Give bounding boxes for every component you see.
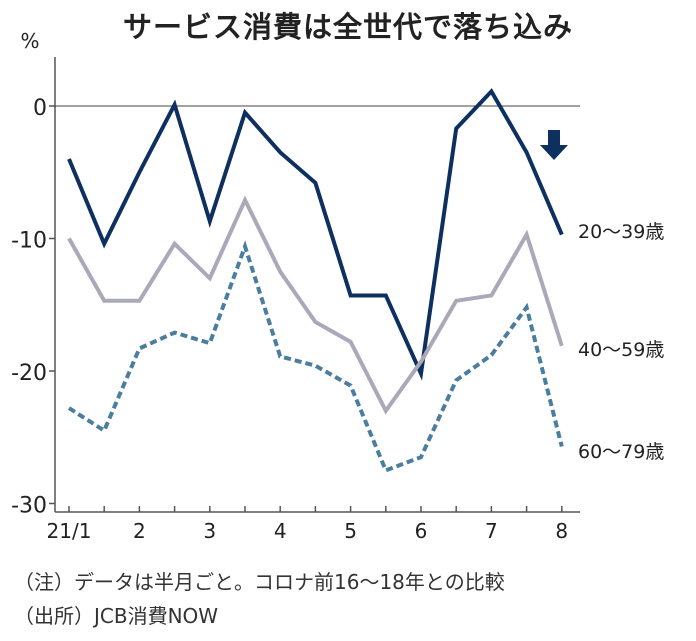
series-line-1 [67, 195, 564, 415]
series-line-0 [67, 88, 564, 381]
y-tick-label: 0 [33, 96, 47, 121]
x-tick-label: 8 [555, 519, 568, 543]
x-tick-label: 3 [203, 519, 216, 543]
down-arrow-icon [540, 130, 568, 160]
y-axis-unit: % [20, 29, 39, 53]
x-tick-label: 5 [344, 519, 357, 543]
series-label: 60〜79歳 [578, 441, 664, 463]
x-tick-label: 4 [274, 519, 287, 543]
series-label: 40〜59歳 [578, 339, 664, 361]
footnote: （注）データは半月ごと。コロナ前16〜18年との比較 [14, 570, 505, 594]
y-tick-label: -10 [11, 229, 47, 254]
series-label: 20〜39歳 [578, 221, 664, 243]
chart-title: サービス消費は全世代で落ち込み [122, 10, 573, 44]
y-tick-label: -20 [11, 361, 47, 386]
x-tick-label: 21/1 [47, 519, 92, 543]
x-tick-label: 7 [485, 519, 498, 543]
source-note: （出所）JCB消費NOW [14, 604, 219, 628]
y-tick-label: -30 [11, 494, 47, 519]
x-tick-label: 6 [415, 519, 428, 543]
x-tick-label: 2 [133, 519, 146, 543]
series-line-2 [67, 240, 564, 473]
